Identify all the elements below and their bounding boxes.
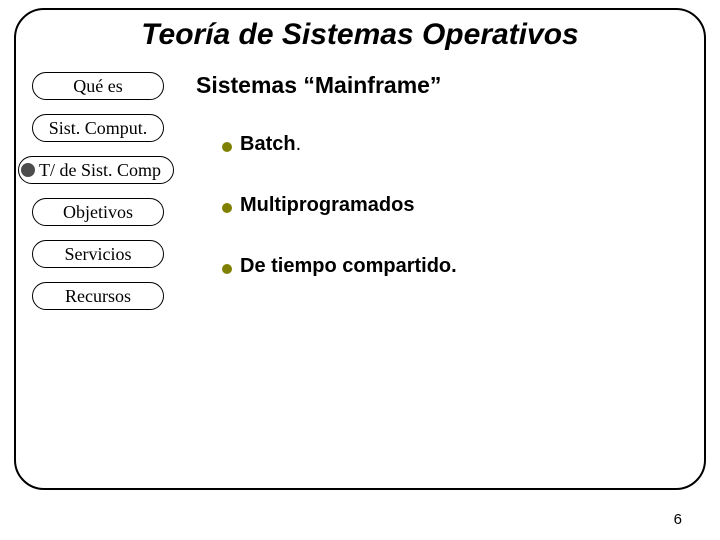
slide-title: Teoría de Sistemas Operativos: [0, 18, 720, 52]
nav-item[interactable]: Recursos: [32, 282, 164, 310]
bullet-text: Multiprogramados: [240, 194, 414, 217]
nav-item-label: Qué es: [73, 76, 122, 97]
nav-item-label: Recursos: [65, 286, 131, 307]
page-number: 6: [674, 511, 682, 528]
nav-item-label: Sist. Comput.: [49, 118, 148, 139]
nav-item[interactable]: T/ de Sist. Comp: [18, 156, 174, 184]
nav-sidebar: Qué es Sist. Comput. T/ de Sist. Comp Objet…: [32, 72, 174, 310]
bullet-icon: [222, 142, 232, 152]
nav-item-label: Objetivos: [63, 202, 133, 223]
slide: Teoría de Sistemas Operativos Qué es Sist…: [0, 0, 720, 540]
nav-item-label: Servicios: [65, 244, 132, 265]
nav-item[interactable]: Qué es: [32, 72, 164, 100]
bullet-item: De tiempo compartido.: [222, 255, 676, 278]
bullet-list: Batch. Multiprogramados De tiempo comparti…: [196, 133, 676, 278]
bullet-icon: [222, 264, 232, 274]
nav-item[interactable]: Sist. Comput.: [32, 114, 164, 142]
nav-item[interactable]: Objetivos: [32, 198, 164, 226]
bullet-item: Batch.: [222, 133, 676, 156]
content-area: Sistemas “Mainframe” Batch. Multiprograma…: [196, 72, 676, 278]
bullet-icon: [222, 203, 232, 213]
nav-marker-dot: [21, 163, 35, 177]
nav-item-label: T/ de Sist. Comp: [39, 160, 161, 181]
bullet-text: De tiempo compartido.: [240, 255, 457, 278]
nav-item[interactable]: Servicios: [32, 240, 164, 268]
content-subtitle: Sistemas “Mainframe”: [196, 72, 676, 99]
bullet-item: Multiprogramados: [222, 194, 676, 217]
bullet-text: Batch.: [240, 133, 301, 156]
